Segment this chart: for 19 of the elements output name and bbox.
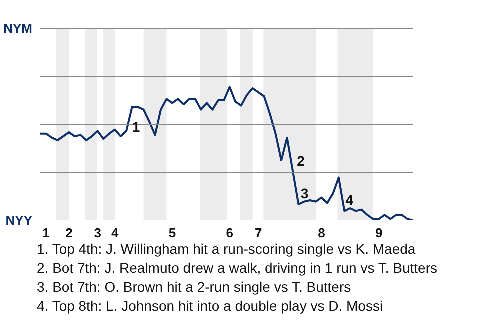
x-tick-label: 6 — [226, 226, 234, 240]
x-tick-label: 7 — [254, 226, 262, 240]
x-tick-label: 1 — [42, 226, 50, 240]
x-tick-label: 2 — [66, 226, 73, 240]
x-tick-label: 4 — [111, 226, 120, 240]
text: NYM — [4, 21, 32, 36]
annotation: 3 — [300, 186, 309, 202]
annotation: 1 — [132, 119, 140, 136]
text: NYY — [6, 213, 33, 228]
x-tick-label: 8 — [318, 226, 326, 240]
text: 1. Top 4th: J. Willingham hit a run-scoring single vs K. Maeda — [37, 240, 417, 259]
text: 2. Bot 7th: J. Realmuto drew a walk, driving in 1 run vs T. Butters — [37, 259, 438, 278]
text: 4. Top 8th: L. Johnson hit into a double play vs D. Mossi — [37, 297, 384, 316]
annotation: 4 — [346, 192, 354, 208]
text: 3. Bot 7th: O. Brown hit a 2-run single vs T. Butters — [37, 278, 352, 297]
x-tick-label: 9 — [375, 226, 383, 240]
annotation: 2 — [297, 153, 306, 170]
x-tick-label: 5 — [168, 226, 176, 240]
x-tick-label: 3 — [94, 226, 102, 240]
